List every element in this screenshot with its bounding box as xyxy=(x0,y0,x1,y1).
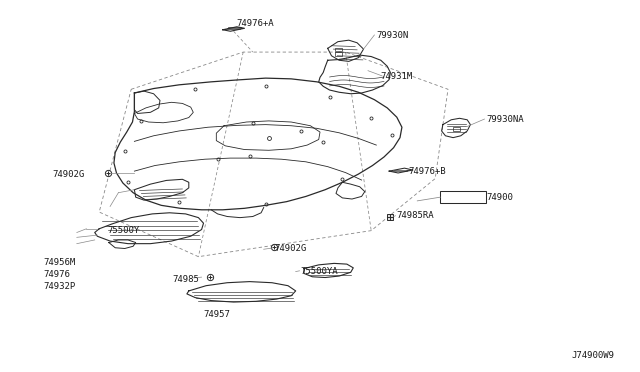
Text: 74957: 74957 xyxy=(204,310,230,319)
Text: 74902G: 74902G xyxy=(274,244,306,253)
Text: 74976: 74976 xyxy=(44,270,70,279)
Text: 74976+B: 74976+B xyxy=(408,167,446,176)
Text: 74900: 74900 xyxy=(486,193,513,202)
Text: 79930N: 79930N xyxy=(376,31,408,40)
Text: 74902G: 74902G xyxy=(52,170,84,179)
Text: J74900W9: J74900W9 xyxy=(572,351,614,360)
Text: 74976+A: 74976+A xyxy=(237,19,275,28)
Text: 74931M: 74931M xyxy=(381,72,413,81)
Text: 74956M: 74956M xyxy=(44,258,76,267)
Text: 74985RA: 74985RA xyxy=(397,211,435,220)
Text: 75500YA: 75500YA xyxy=(301,267,339,276)
Text: 79930NA: 79930NA xyxy=(486,115,524,124)
Text: 74985: 74985 xyxy=(173,275,200,283)
Text: 75500Y: 75500Y xyxy=(108,226,140,235)
Text: 74932P: 74932P xyxy=(44,282,76,291)
